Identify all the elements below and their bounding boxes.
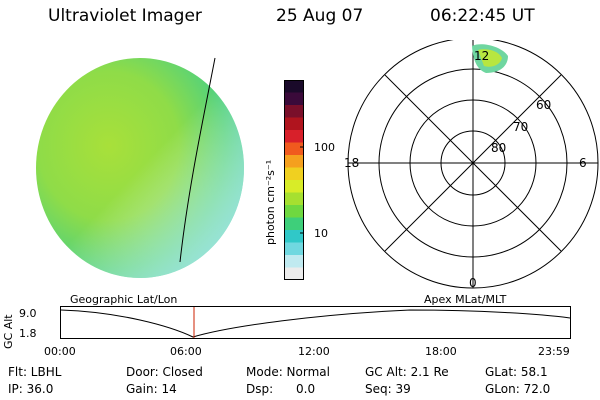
timeline-frame xyxy=(60,306,571,339)
instrument-title: Ultraviolet Imager xyxy=(48,6,202,26)
timeline-axis-label: GC Alt xyxy=(2,314,15,349)
colorbar-tick-100: 100 xyxy=(314,141,335,154)
colorbar-segment xyxy=(284,242,304,256)
mlt-label-6: 6 xyxy=(579,156,587,170)
earth-disk-image xyxy=(36,57,244,278)
gain-readout: Gain: 14 xyxy=(126,382,177,396)
colorbar-segment xyxy=(284,217,304,231)
mode-readout: Mode: Normal xyxy=(246,365,330,379)
timeline-right-header: Apex MLat/MLT xyxy=(424,293,507,306)
lat-label-70: 70 xyxy=(513,120,528,134)
colorbar-segment xyxy=(284,180,304,193)
seq-readout: Seq: 39 xyxy=(365,382,411,396)
timeline-ytick-low: 1.8 xyxy=(19,327,37,340)
timeline-ytick-high: 9.0 xyxy=(19,307,37,320)
filter-readout: Flt: LBHL xyxy=(8,365,62,379)
dsp-readout: Dsp: 0.0 xyxy=(246,382,316,396)
polar-plot: 12 18 6 0 60 70 80 xyxy=(344,40,599,290)
lat-label-80: 80 xyxy=(491,141,506,155)
colorbar-segment xyxy=(284,117,304,131)
observation-date: 25 Aug 07 xyxy=(276,6,364,26)
colorbar-segment xyxy=(284,142,304,156)
polar-emission-core xyxy=(478,49,502,67)
ip-readout: IP: 36.0 xyxy=(8,382,54,396)
mlt-label-12: 12 xyxy=(474,49,489,63)
terminator-line xyxy=(179,57,216,263)
disk-dayside-glow xyxy=(36,58,244,278)
gc-alt-readout: GC Alt: 2.1 Re xyxy=(365,365,449,379)
polar-diagonal-2 xyxy=(384,74,562,252)
timeline-plot xyxy=(60,306,571,339)
colorbar-tick-10: 10 xyxy=(314,227,328,240)
colorbar-segment xyxy=(284,80,304,93)
mlt-label-18: 18 xyxy=(344,156,359,170)
colorbar-segment xyxy=(284,230,304,243)
observation-time: 06:22:45 UT xyxy=(430,6,535,26)
mlt-label-0: 0 xyxy=(469,276,477,290)
timeline-xtick-0600: 06:00 xyxy=(170,345,202,358)
lat-label-60: 60 xyxy=(536,98,551,112)
timeline-xtick-1800: 18:00 xyxy=(425,345,457,358)
colorbar-segment xyxy=(284,192,304,206)
colorbar xyxy=(284,80,304,280)
glat-readout: GLat: 58.1 xyxy=(485,365,548,379)
colorbar-segment xyxy=(284,255,304,268)
glon-readout: GLon: 72.0 xyxy=(485,382,551,396)
colorbar-frame xyxy=(284,80,304,280)
timeline-xtick-2359: 23:59 xyxy=(538,345,570,358)
colorbar-segment xyxy=(284,167,304,181)
colorbar-segment xyxy=(284,130,304,143)
colorbar-segment xyxy=(284,205,304,218)
colorbar-segment xyxy=(284,155,304,168)
colorbar-segment xyxy=(284,105,304,118)
colorbar-segment xyxy=(284,267,304,280)
colorbar-unit-label: photon cm⁻²s⁻¹ xyxy=(264,159,277,245)
altitude-curve xyxy=(60,309,571,338)
timeline-xtick-1200: 12:00 xyxy=(298,345,330,358)
timeline-left-header: Geographic Lat/Lon xyxy=(70,293,178,306)
timeline-xtick-0000: 00:00 xyxy=(44,345,76,358)
door-readout: Door: Closed xyxy=(126,365,203,379)
colorbar-segment xyxy=(284,92,304,106)
